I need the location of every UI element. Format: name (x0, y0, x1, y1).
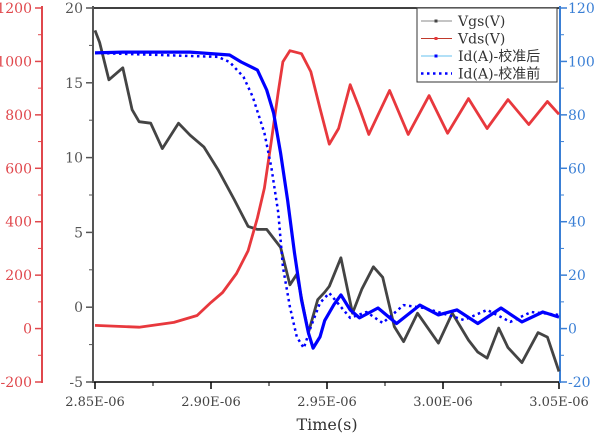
vds-tick-label: -200 (1, 375, 32, 391)
id-tick-label: 40 (568, 215, 586, 231)
legend-swatch-marker (434, 54, 438, 58)
id-tick-label: -20 (568, 375, 591, 391)
vgs-tick-label: 20 (65, 1, 83, 17)
series-line-3 (94, 51, 560, 350)
vgs-tick-label: 0 (74, 300, 83, 316)
axes: 2.85E-06 2.90E-06 2.95E-06 3.00E-06 3.05E-06… (0, 1, 595, 410)
vds-tick-label: 200 (5, 268, 32, 284)
id-tick-label: 120 (568, 1, 595, 17)
vds-tick-label: 600 (5, 161, 32, 177)
vds-tick-label: 1000 (0, 54, 32, 70)
legend-label: Vgs(V) (457, 14, 505, 30)
legend-label: Id(A)-校准前 (458, 66, 540, 83)
legend-swatch-marker (434, 37, 438, 40)
id-tick-label: 0 (568, 322, 577, 338)
series-group (93, 29, 561, 372)
series-line-1 (94, 49, 561, 329)
legend-box (416, 7, 558, 83)
vgs-tick-label: 15 (65, 76, 83, 92)
id-tick-label: 60 (568, 161, 586, 177)
legend-label: Id(A)-校准后 (458, 48, 540, 65)
vgs-tick-label: 5 (74, 225, 83, 241)
id-tick-label: 20 (568, 268, 586, 284)
id-tick-label: 100 (568, 54, 595, 70)
vds-tick-label: 800 (5, 108, 32, 124)
legend-label: Vds(V) (457, 32, 505, 48)
vds-tick-label: 400 (5, 215, 32, 231)
series-line-2 (94, 50, 560, 350)
x-tick-label: 3.05E-06 (529, 395, 589, 410)
series-line-0 (93, 29, 561, 372)
id-tick-label: 80 (568, 108, 586, 124)
x-axis-label: Time(s) (296, 415, 357, 434)
legend-swatch-marker (434, 19, 438, 23)
x-tick-label: 2.95E-06 (297, 395, 357, 410)
vds-tick-label: 1200 (0, 1, 32, 17)
vgs-tick-label: 10 (65, 151, 83, 167)
vds-tick-label: 0 (23, 322, 32, 338)
x-tick-label: 3.00E-06 (413, 395, 473, 410)
x-tick-label: 2.90E-06 (181, 395, 241, 410)
vgs-tick-label: -5 (69, 375, 83, 391)
x-tick-label: 2.85E-06 (65, 395, 125, 410)
